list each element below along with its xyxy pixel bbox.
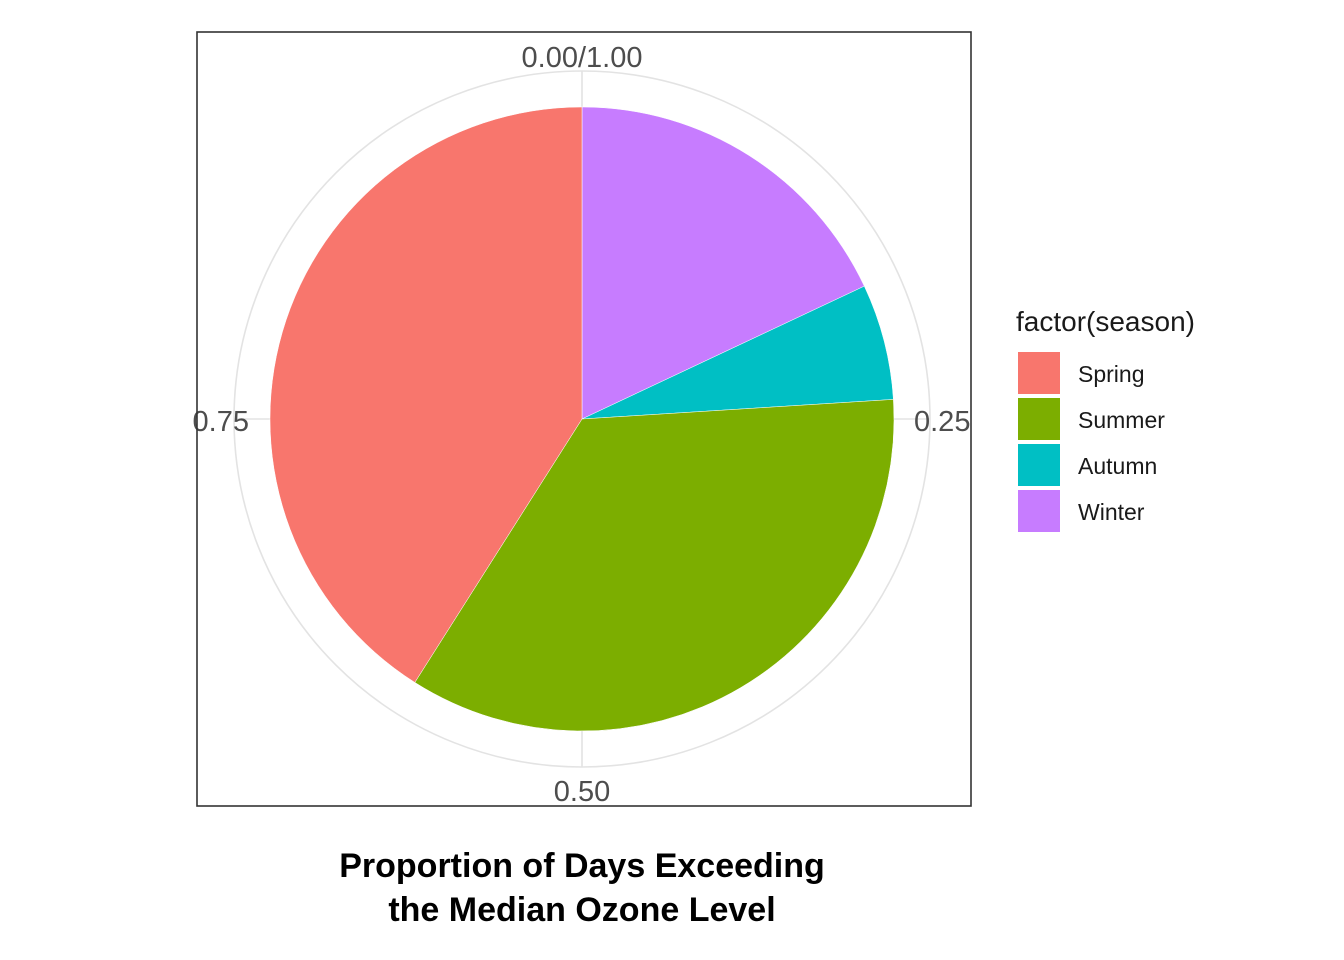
pie-slice-spring [269, 106, 583, 683]
theta-tick-label: 0.25 [914, 406, 970, 438]
legend-key-winter [1018, 490, 1060, 532]
theta-tick-label: 0.50 [554, 776, 610, 808]
legend-items: Spring Summer Autumn Winter [1018, 352, 1165, 532]
legend-label-autumn: Autumn [1078, 453, 1157, 479]
legend-key-spring [1018, 352, 1060, 394]
pie-slices [269, 106, 895, 732]
legend-title: factor(season) [1016, 306, 1195, 337]
theta-tick-labels: 0.00/1.00 0.25 0.50 0.75 [193, 42, 971, 808]
theta-tick-label: 0.00/1.00 [522, 42, 643, 74]
panel-border [196, 31, 972, 807]
legend-key-autumn [1018, 444, 1060, 486]
legend-label-summer: Summer [1078, 407, 1165, 433]
pie-slice-winter [581, 106, 865, 420]
legend-label-spring: Spring [1078, 361, 1144, 387]
chart-title-line-1: Proportion of Days Exceeding [339, 847, 825, 885]
legend-key-summer [1018, 398, 1060, 440]
pie-slice-summer [414, 399, 895, 732]
theta-tick-label: 0.75 [193, 406, 249, 438]
legend: factor(season) Spring Summer Autumn Winter [1016, 306, 1195, 532]
chart-title-line-2: the Median Ozone Level [388, 891, 775, 929]
legend-label-winter: Winter [1078, 499, 1145, 525]
